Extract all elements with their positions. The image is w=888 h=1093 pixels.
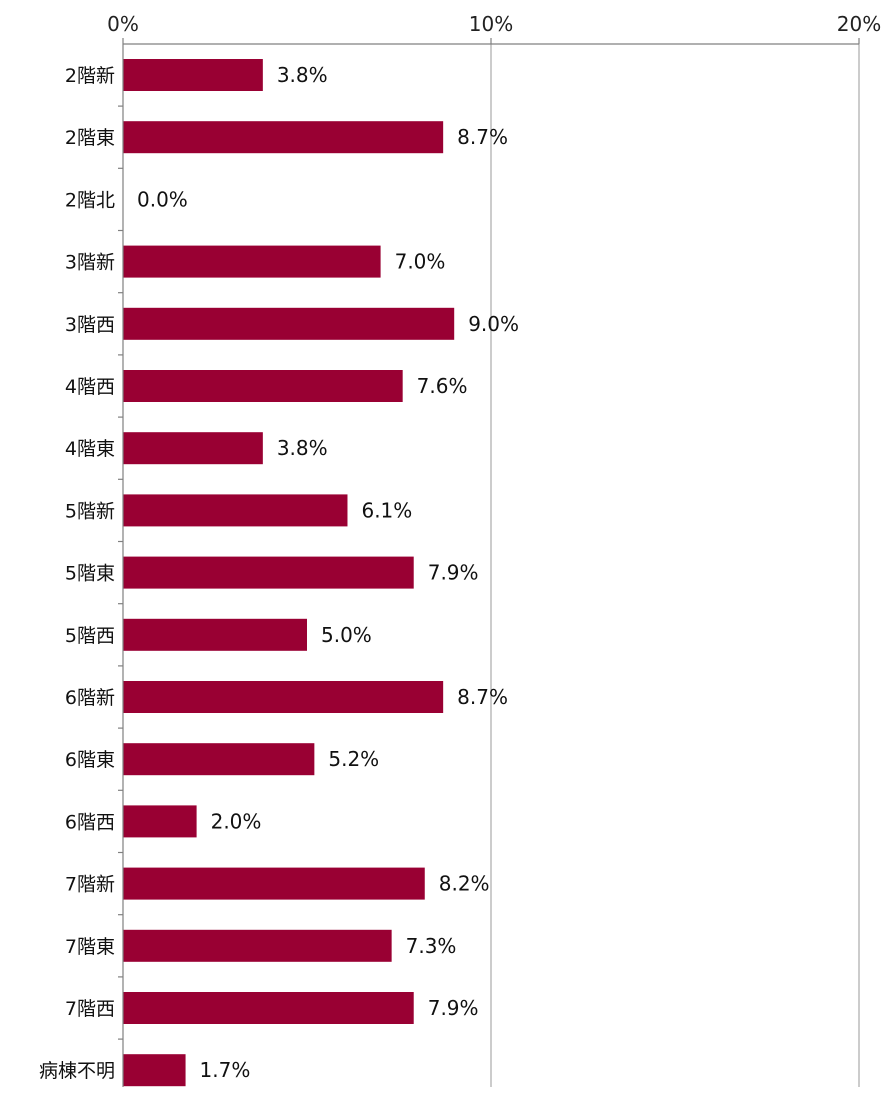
data-label: 5.2% — [328, 747, 379, 771]
data-label: 8.7% — [457, 685, 508, 709]
bar-0 — [123, 59, 263, 91]
bar-11 — [123, 743, 315, 776]
labels: 2階新 3.8% 2階東 8.7% 2階北 0.0% 3階新 7.0% 3階西 9.0% 4階西 7.… — [39, 63, 519, 1082]
category-label: 3階西 — [65, 314, 115, 336]
data-label: 5.0% — [321, 623, 372, 647]
data-label: 2.0% — [211, 809, 262, 833]
data-label: 8.2% — [439, 872, 490, 896]
category-label: 7階新 — [65, 874, 115, 896]
data-label: 7.9% — [428, 561, 479, 585]
bar-7 — [123, 494, 348, 527]
bars — [123, 59, 455, 1087]
bar-3 — [123, 245, 381, 278]
grid-layer — [490, 44, 860, 1087]
category-label: 5階西 — [65, 625, 115, 647]
data-label: 1.7% — [200, 1058, 251, 1082]
x-axis-ticks: 0% 10% 20% — [107, 12, 881, 1040]
data-label: 7.0% — [395, 250, 446, 274]
category-label: 5階新 — [65, 500, 115, 522]
category-label: 2階新 — [65, 65, 115, 87]
bar-10 — [123, 681, 444, 713]
category-label: 6階西 — [65, 811, 115, 833]
bar-14 — [123, 929, 392, 962]
bar-12 — [123, 805, 197, 838]
data-label: 6.1% — [361, 498, 412, 522]
x-tick-label: 0% — [107, 12, 139, 36]
data-label: 3.8% — [277, 63, 328, 87]
bar-6 — [123, 432, 263, 465]
category-label: 6階新 — [65, 687, 115, 709]
bar-16 — [123, 1054, 186, 1087]
bar-4 — [123, 307, 455, 340]
data-label: 0.0% — [137, 187, 188, 211]
category-label: 4階西 — [65, 376, 115, 398]
category-label: 7階東 — [65, 936, 115, 958]
bar-8 — [123, 556, 414, 589]
category-label: 4階東 — [65, 438, 115, 460]
category-label: 病棟不明 — [39, 1060, 115, 1082]
bar-5 — [123, 370, 403, 402]
data-label: 9.0% — [468, 312, 519, 336]
category-label: 7階西 — [65, 998, 115, 1020]
category-label: 3階新 — [65, 252, 115, 274]
category-label: 2階東 — [65, 127, 115, 149]
bar-13 — [123, 867, 425, 900]
category-label: 5階東 — [65, 563, 115, 585]
x-tick-label: 20% — [837, 12, 881, 36]
category-label: 2階北 — [65, 189, 115, 211]
data-label: 7.3% — [406, 934, 457, 958]
x-tick-label: 10% — [469, 12, 513, 36]
data-label: 7.6% — [417, 374, 468, 398]
data-label: 8.7% — [457, 125, 508, 149]
data-label: 3.8% — [277, 436, 328, 460]
bar-1 — [123, 121, 444, 154]
bar-9 — [123, 618, 307, 651]
category-label: 6階東 — [65, 749, 115, 771]
bar-15 — [123, 992, 414, 1024]
data-label: 7.9% — [428, 996, 479, 1020]
